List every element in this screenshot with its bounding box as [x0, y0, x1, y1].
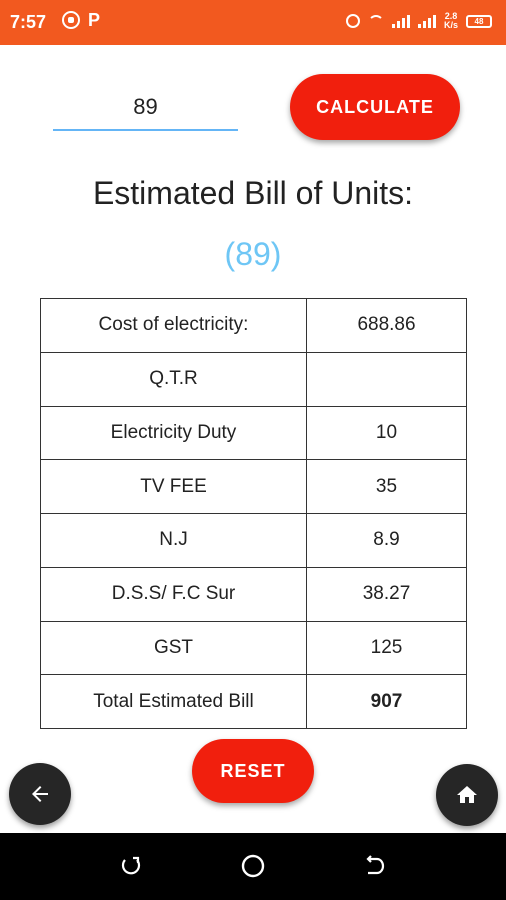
- signal-icon: [391, 14, 410, 28]
- status-right-icons: 2.8 K/s 48: [345, 12, 492, 30]
- home-fab[interactable]: [436, 764, 498, 826]
- back-fab[interactable]: [9, 763, 71, 825]
- table-row: GST 125: [40, 620, 467, 676]
- row-label: Q.T.R: [40, 351, 307, 407]
- speed-value: 2.8: [444, 11, 458, 21]
- table-row: Cost of electricity: 688.86: [40, 298, 467, 353]
- table-row: Q.T.R: [40, 351, 467, 407]
- row-value: 8.9: [306, 513, 467, 568]
- units-display: (89): [224, 236, 282, 272]
- row-label: D.S.S/ F.C Sur: [40, 566, 307, 622]
- bill-heading: Estimated Bill of Units:: [92, 175, 414, 211]
- row-value: 688.86: [306, 298, 467, 353]
- row-label: Electricity Duty: [40, 405, 307, 461]
- table-row-total: Total Estimated Bill 907: [40, 674, 467, 729]
- alarm-icon: [345, 14, 360, 28]
- row-value: 10: [306, 405, 467, 461]
- back-icon: [366, 855, 385, 875]
- home-icon: [457, 786, 477, 803]
- whatsapp-icon: [62, 11, 80, 29]
- table-row: D.S.S/ F.C Sur 38.27: [40, 566, 467, 622]
- table-row: N.J 8.9: [40, 513, 467, 568]
- battery-icon: 48: [466, 14, 492, 28]
- row-value: 38.27: [306, 566, 467, 622]
- row-value: 35: [306, 459, 467, 514]
- row-label: N.J: [40, 513, 307, 568]
- table-row: Electricity Duty 10: [40, 405, 467, 461]
- network-speed: 2.8 K/s: [444, 12, 458, 30]
- status-left-icons: P: [62, 11, 100, 29]
- signal-icon-2: [417, 14, 436, 28]
- wifi-icon: [367, 15, 384, 27]
- calculate-button[interactable]: CALCULATE: [290, 74, 460, 140]
- status-time: 7:57: [10, 12, 47, 32]
- table-row: TV FEE 35: [40, 459, 467, 514]
- recent-apps-icon: [121, 856, 141, 875]
- units-input[interactable]: [53, 85, 238, 131]
- total-label: Total Estimated Bill: [40, 674, 307, 729]
- nav-home-button[interactable]: [240, 853, 266, 879]
- system-nav-bar: [0, 833, 506, 900]
- row-label: GST: [40, 620, 307, 676]
- p-icon: P: [88, 10, 101, 30]
- row-label: Cost of electricity:: [40, 298, 307, 353]
- row-label: TV FEE: [40, 459, 307, 514]
- total-value: 907: [306, 674, 467, 729]
- nav-back-button[interactable]: [362, 853, 388, 879]
- row-value: [306, 351, 467, 407]
- row-value: 125: [306, 620, 467, 676]
- circle-home-icon: [241, 854, 265, 878]
- bill-table: Cost of electricity: 688.86 Q.T.R Electr…: [40, 298, 467, 729]
- status-bar: 7:57 P 2.8 K/s 48: [0, 0, 506, 45]
- recent-apps-button[interactable]: [118, 853, 144, 879]
- arrow-left-icon: [32, 786, 48, 802]
- reset-button[interactable]: RESET: [192, 739, 314, 803]
- speed-unit: K/s: [443, 20, 458, 30]
